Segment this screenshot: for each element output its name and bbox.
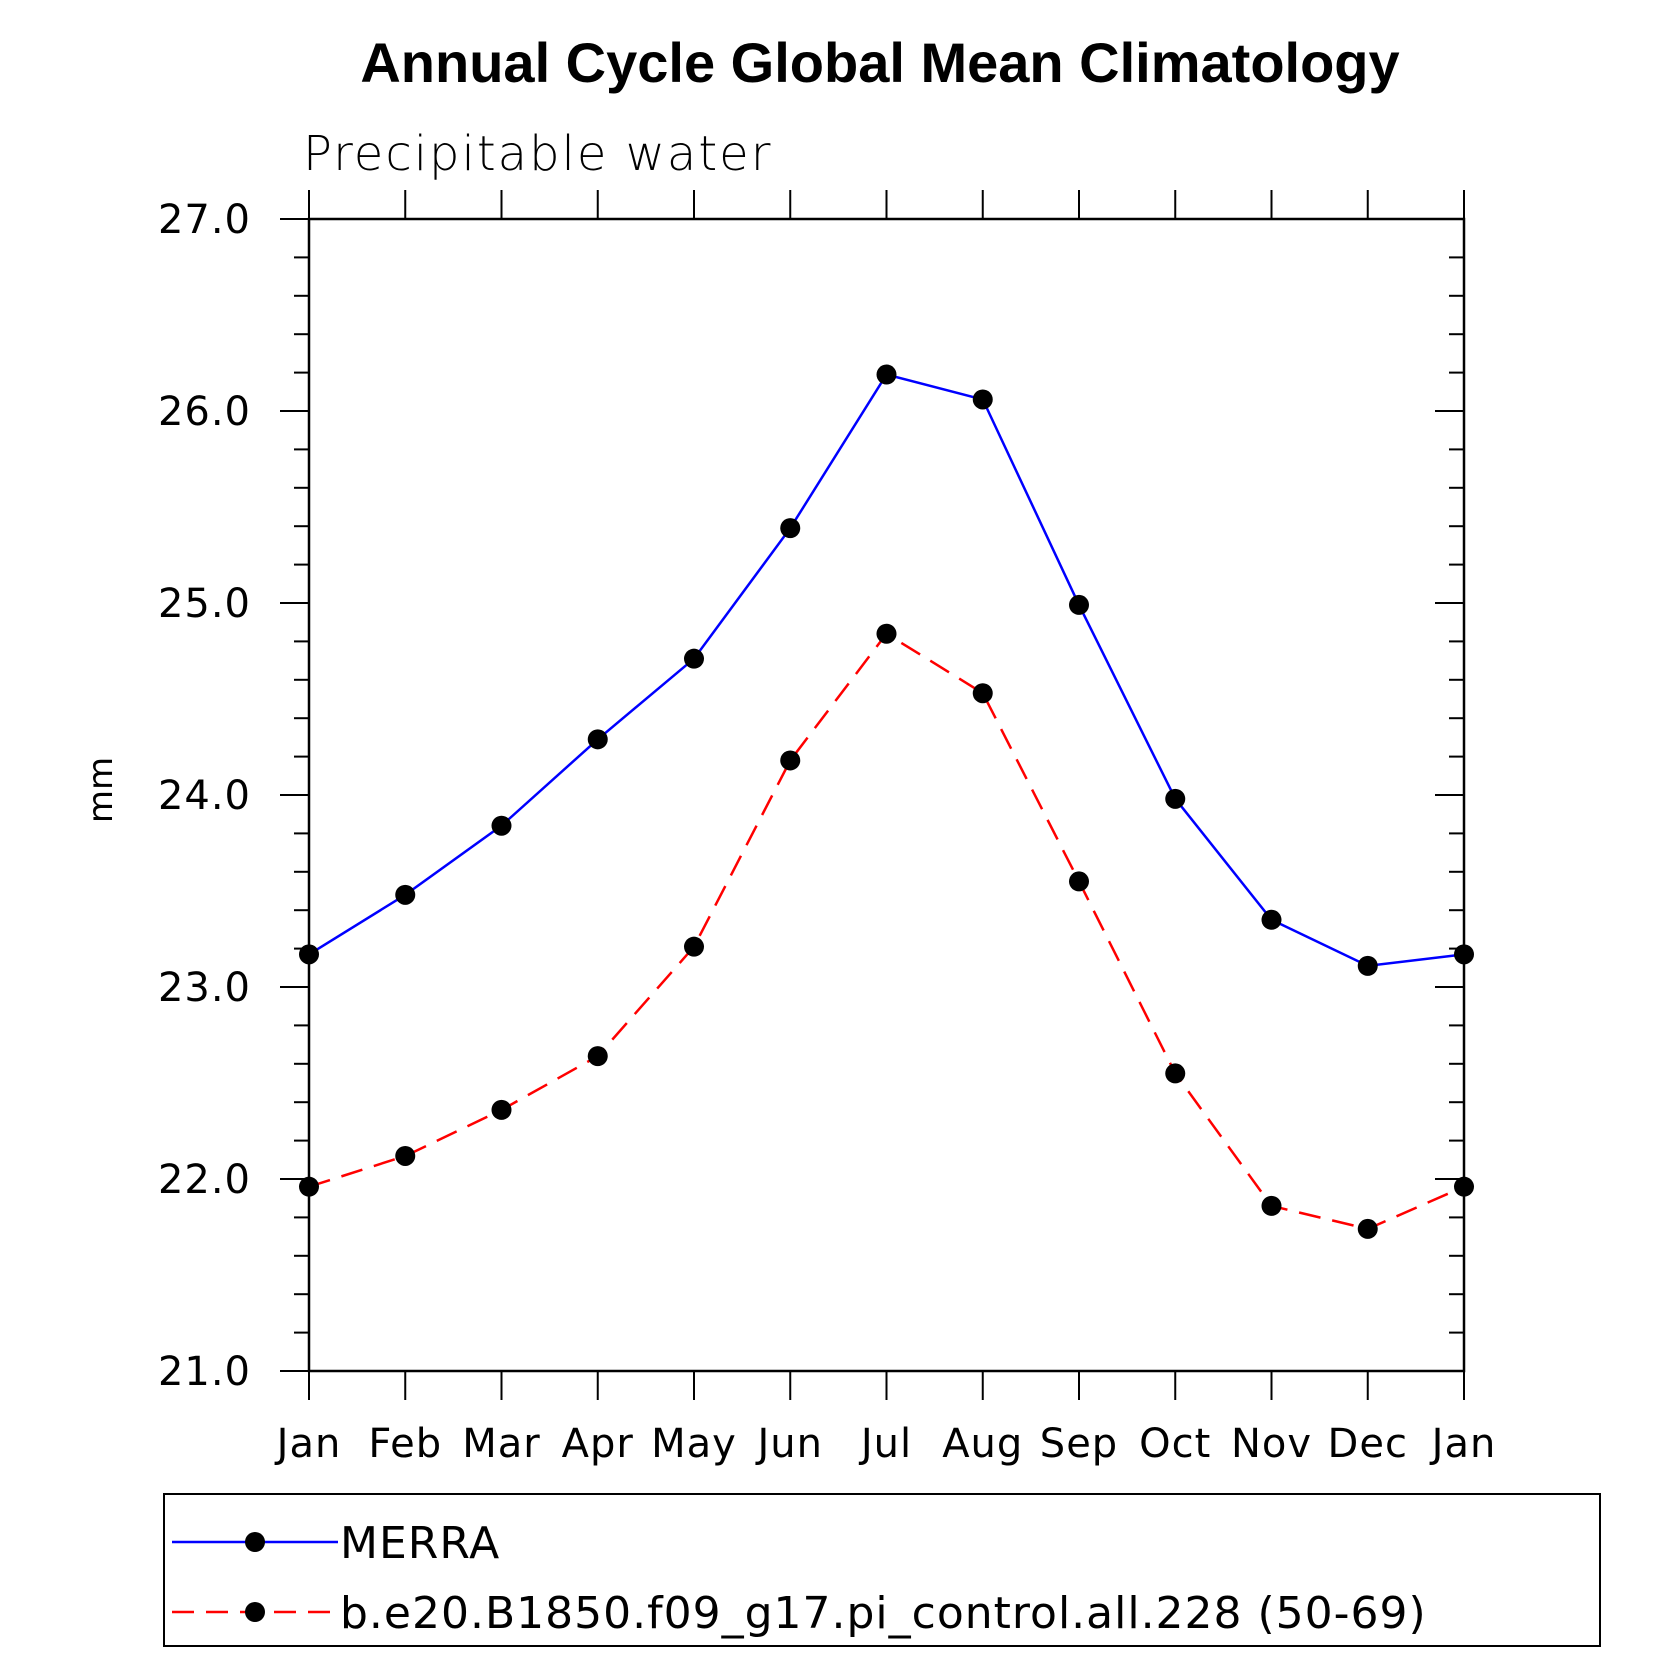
series-1-point [684, 648, 704, 669]
legend-marker-2 [245, 1602, 265, 1622]
y-tick-label: 23.0 [158, 965, 251, 1011]
y-tick-label: 21.0 [158, 1349, 251, 1395]
y-tick-label: 24.0 [158, 773, 251, 819]
series-2-point [1165, 1063, 1186, 1084]
series-2-point [395, 1145, 416, 1166]
y-tick-label: 27.0 [158, 197, 251, 243]
series-1-point [1069, 594, 1089, 615]
x-tick-label: Mar [462, 1421, 540, 1467]
series-2-point [684, 936, 704, 957]
legend-label-2: b.e20.B1850.f09_g17.pi_control.all.228 (… [340, 1588, 1427, 1639]
x-tick-label: Sep [1040, 1421, 1118, 1467]
chart-subtitle: Precipitable water [303, 126, 772, 182]
chart-title: Annual Cycle Global Mean Climatology [360, 31, 1399, 94]
y-tick-label: 26.0 [158, 389, 251, 435]
series-1-point [395, 884, 416, 905]
series-2-point [876, 623, 897, 644]
x-tick-label: Jun [755, 1421, 824, 1467]
y-tick-label: 25.0 [158, 581, 251, 627]
series-2-point [1454, 1176, 1474, 1197]
series-2-point [1357, 1218, 1378, 1239]
series-line-1 [308, 373, 1465, 968]
legend-marker-1 [245, 1532, 265, 1552]
plot-frame [307, 217, 1466, 1373]
series-2-point [780, 750, 801, 771]
x-tick-label: Jul [858, 1421, 912, 1467]
x-tick-label: Nov [1231, 1421, 1312, 1467]
series-2-point [587, 1046, 608, 1067]
x-tick-label: Jan [274, 1421, 342, 1467]
series-1-point [972, 389, 993, 410]
legend-box [163, 1493, 1601, 1647]
series-1-point [1261, 909, 1282, 930]
x-tick-label: May [651, 1421, 737, 1467]
legend: MERRA b.e20.B1850.f09_g17.pi_control.all.… [163, 1493, 1601, 1647]
y-tick-label: 22.0 [158, 1157, 251, 1203]
x-tick-label: Aug [942, 1421, 1023, 1467]
series-1-point [299, 944, 319, 965]
series-1-point [1357, 955, 1378, 976]
x-tick-label: Dec [1328, 1421, 1408, 1467]
series-2-point [972, 683, 993, 704]
series-2-point [299, 1176, 319, 1197]
series-1-point [780, 518, 801, 539]
x-tick-label: Oct [1139, 1421, 1211, 1467]
y-axis-label: mm [81, 757, 121, 823]
x-tick-label: Jan [1429, 1421, 1497, 1467]
series-1-point [876, 364, 897, 385]
series-1-point [587, 729, 608, 750]
series-1-point [1454, 944, 1474, 965]
plot-series [299, 364, 1474, 1239]
x-tick-label: Feb [368, 1421, 442, 1467]
series-2-point [1069, 871, 1089, 892]
series-2-point [1261, 1195, 1282, 1216]
axes: 21.0 22.0 23.0 24.0 25.0 26.0 27.0 Jan Feb Mar Apr… [158, 190, 1497, 1467]
series-2-point [491, 1099, 512, 1120]
series-1-point [491, 815, 512, 836]
series-line-2 [308, 632, 1465, 1231]
x-tick-label: Apr [562, 1421, 634, 1467]
legend-label-1: MERRA [340, 1518, 500, 1569]
series-1-point [1165, 788, 1186, 809]
